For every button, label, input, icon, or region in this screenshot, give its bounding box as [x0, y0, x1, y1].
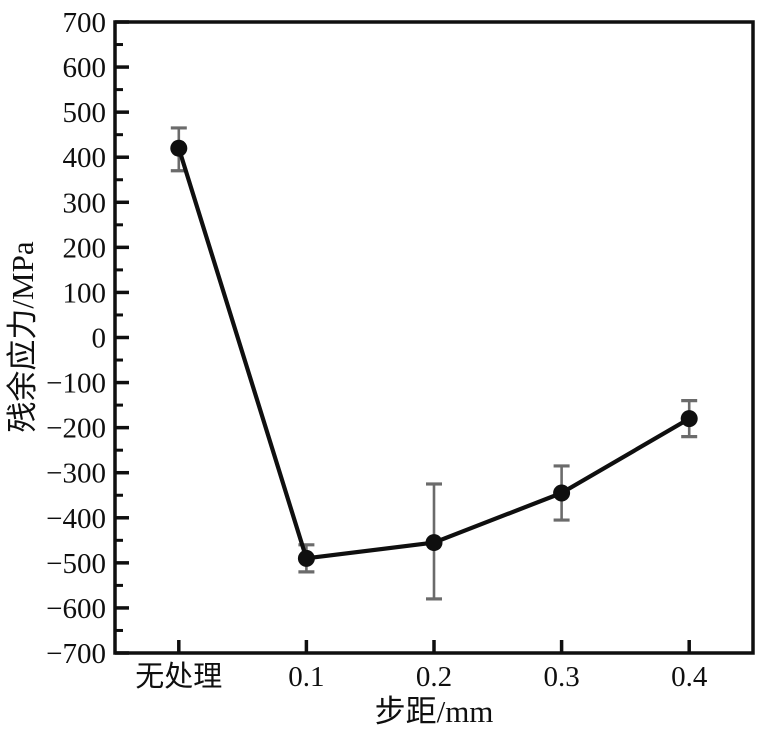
x-tick-label: 0.4 [671, 661, 708, 693]
x-axis-title: 步距/mm [375, 694, 494, 729]
y-axis-title: 残余应力/MPa [5, 241, 40, 432]
data-markers [170, 139, 698, 567]
data-point-marker [297, 549, 315, 567]
x-axis-ticks: 无处理 0.1 0.2 0.3 0.4 [135, 640, 708, 693]
y-tick-label: −100 [46, 368, 106, 400]
y-tick-label: 500 [63, 97, 107, 129]
x-tick-label: 无处理 [135, 660, 222, 693]
y-tick-label: −500 [46, 548, 106, 580]
y-tick-label: 300 [63, 187, 107, 219]
y-tick-label: 200 [63, 232, 107, 264]
y-axis-ticks: −700 −600 −500 −400 −300 −200 −100 0 100 200 300 40… [46, 7, 129, 670]
x-tick-label: 0.1 [288, 661, 324, 693]
data-point-marker [553, 484, 571, 502]
x-tick-label: 0.3 [543, 661, 579, 693]
y-tick-label: −200 [46, 413, 106, 445]
data-point-marker [170, 139, 188, 157]
y-tick-label: 0 [92, 323, 107, 355]
y-tick-label: 700 [63, 7, 107, 39]
y-tick-label: 400 [63, 142, 107, 174]
y-tick-label: 600 [63, 52, 107, 84]
y-tick-label: 100 [63, 277, 107, 309]
data-point-marker [680, 410, 698, 428]
y-tick-label: −300 [46, 458, 106, 490]
data-point-marker [425, 534, 443, 552]
y-tick-label: −600 [46, 593, 106, 625]
plot-frame [113, 20, 755, 655]
x-tick-label: 0.2 [416, 661, 452, 693]
y-tick-label: −400 [46, 503, 106, 535]
y-tick-label: −700 [46, 638, 106, 670]
